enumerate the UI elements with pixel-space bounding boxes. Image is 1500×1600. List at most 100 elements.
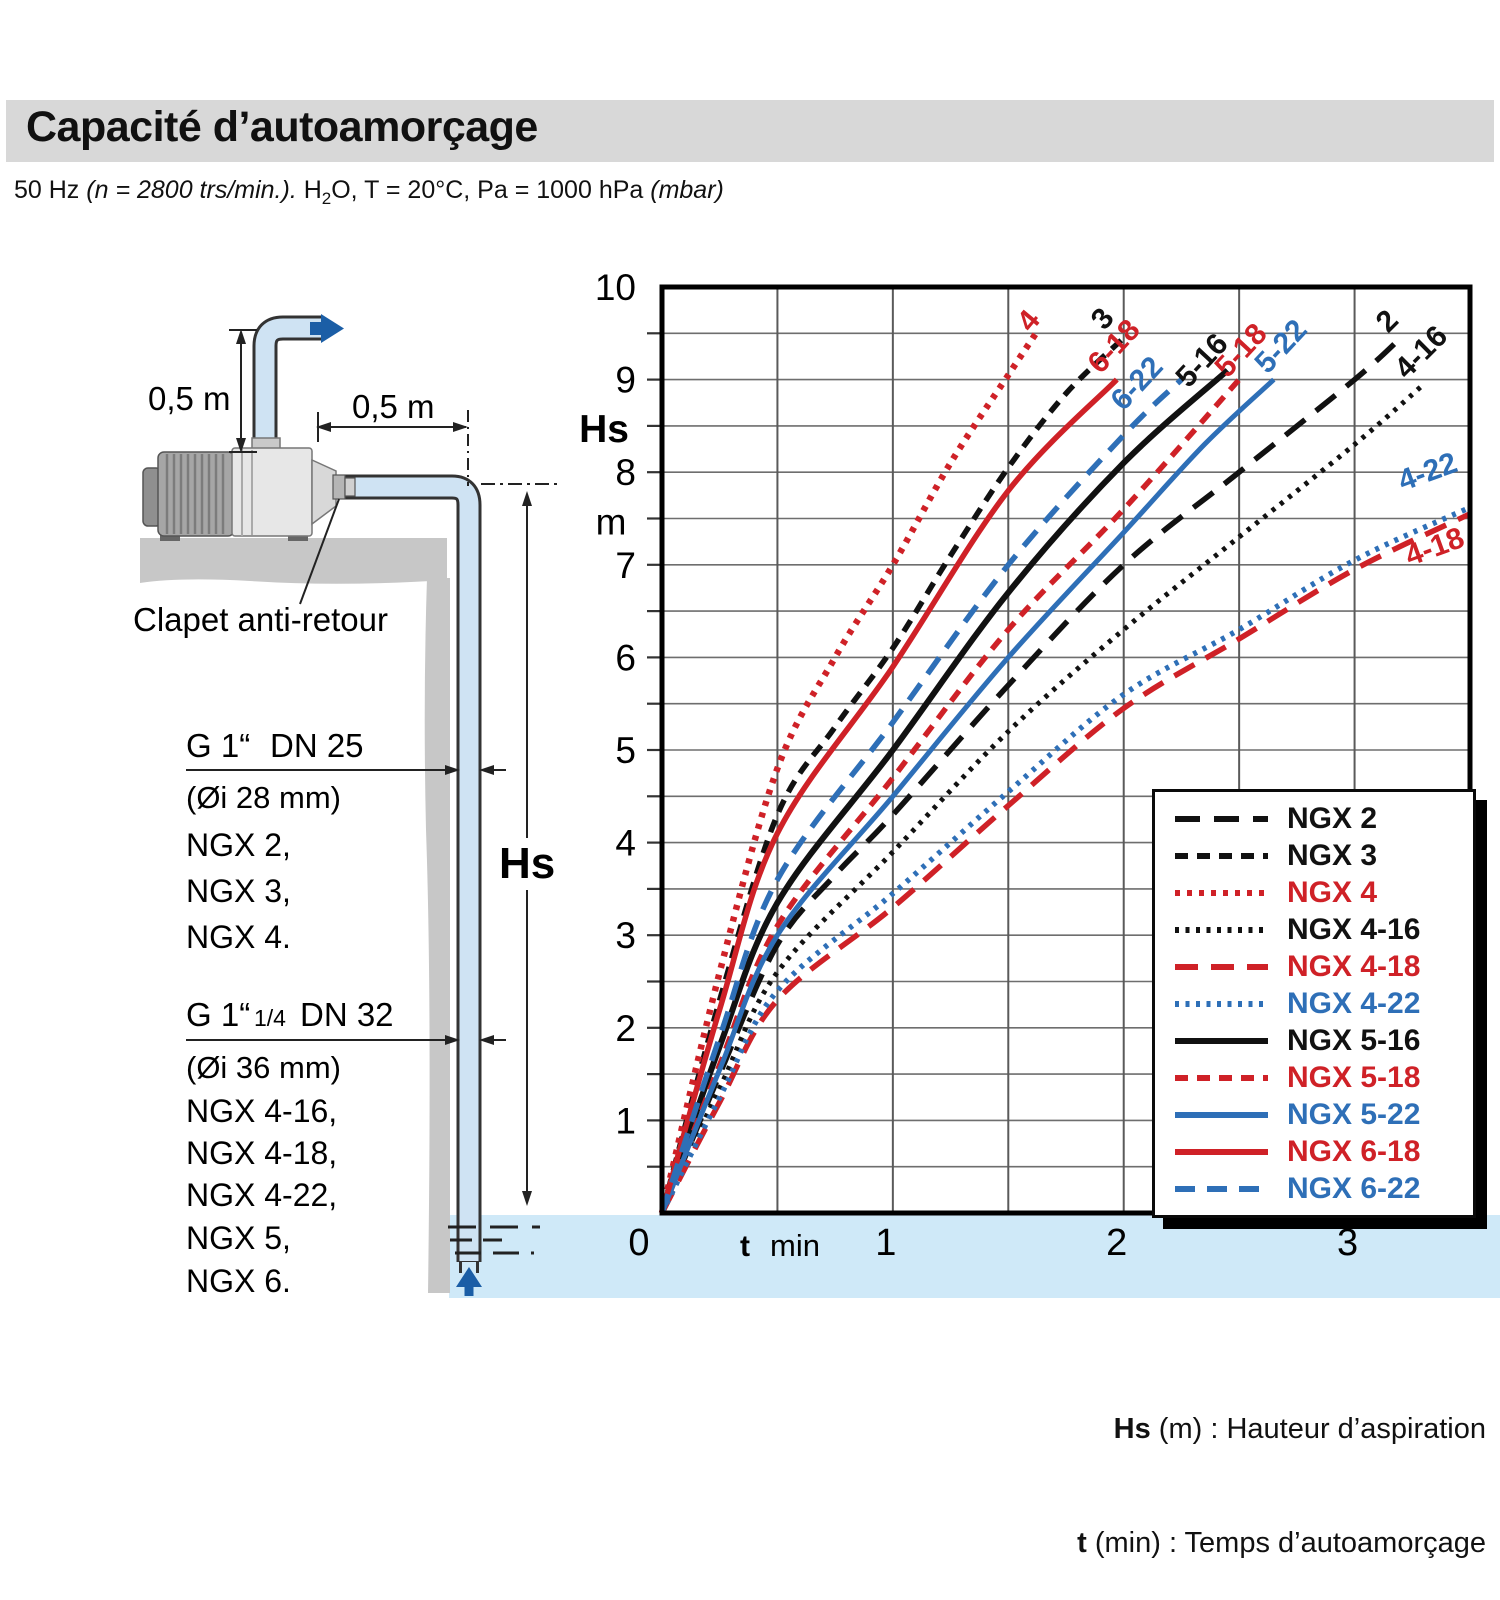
axis-caption: Hs (m) : Hauteur d’aspiration t (min) : … [1077,1334,1486,1600]
hs-dim-label: Hs [499,839,555,888]
curves [658,331,1472,1215]
ledge [140,538,447,584]
legend-line-sample [1175,1037,1268,1044]
legend-row: NGX 4-16 [1155,911,1473,948]
legend-row: NGX 4-18 [1155,948,1473,985]
curve-ngx-4-22 [659,504,1472,1215]
y-tick-label: 6 [615,637,636,678]
subtitle-speed: (n = 2800 trs/min.). [86,176,297,204]
legend-row: NGX 6-22 [1155,1170,1473,1207]
y-tick-label: 10 [595,267,636,308]
legend-label: NGX 3 [1287,838,1378,872]
pump [142,437,356,541]
conditions-subtitle: 50 Hz (n = 2800 trs/min.). H2O, T = 20°C… [14,176,724,208]
pipe1-model: NGX 4. [186,919,291,955]
dim-discharge-label: 0,5 m [148,380,231,417]
chart-legend: NGX 2 NGX 3 NGX 4 NGX 4-16 NGX 4-18 NGX 4-22 N… [1152,789,1476,1218]
curve-ngx-4-16 [659,382,1426,1215]
flow-in-arrow [456,1267,482,1296]
title-bar [6,100,1494,162]
legend-row: NGX 6-18 [1155,1133,1473,1170]
svg-text:1/4: 1/4 [254,1005,286,1031]
x-tick-label: 2 [1106,1222,1127,1264]
curve-ngx-6-18 [659,377,1119,1214]
valve-label: Clapet anti-retour [133,601,388,638]
y-axis-label: Hs [579,408,629,451]
legend-label: NGX 4 [1287,875,1378,909]
svg-text:DN 25: DN 25 [270,727,364,764]
valve-leader-line [299,498,340,605]
dimension-hs [522,491,532,1206]
dim-suction-label: 0,5 m [352,388,435,425]
water-surface-band [449,1215,1500,1298]
pipe1-inner-diameter: (Øi 28 mm) [186,780,341,815]
legend-label: NGX 6-18 [1287,1134,1421,1168]
legend-row: NGX 4-22 [1155,985,1473,1022]
y-axis-unit: m [596,502,627,543]
legend-row: NGX 5-16 [1155,1022,1473,1059]
pipe2-model: NGX 6. [186,1263,291,1299]
legend-label: NGX 4-22 [1287,986,1421,1020]
page-title: Capacité d’autoamorçage [26,103,538,151]
x-axis-unit: min [770,1228,820,1263]
subtitle-mbar: (mbar) [650,176,724,204]
legend-row: NGX 3 [1155,837,1473,874]
svg-text:DN 32: DN 32 [300,996,394,1033]
y-tick-label: 9 [615,360,636,401]
y-tick-label: 7 [615,545,636,586]
legend-row: NGX 2 [1155,800,1473,837]
y-tick-label: 2 [615,1008,636,1049]
discharge-pipe [252,315,322,448]
y-tick-label: 1 [615,1100,636,1141]
legend-line-sample [1175,1111,1268,1118]
legend-label: NGX 2 [1287,801,1378,835]
installation-diagram: 0,5 m 0,5 m Hs Clapet anti-retour G 1“ D… [133,314,562,1299]
dimension-suction [316,410,562,486]
pipe2-model: NGX 4-22, [186,1177,337,1213]
legend-line-sample [1175,852,1268,859]
legend-line-sample [1175,963,1268,970]
y-tick-label: 3 [615,915,636,956]
legend-label: NGX 5-22 [1287,1097,1421,1131]
water-surface-marks [448,1225,540,1255]
y-tick-label: 4 [615,823,636,864]
curve-ngx-5-16 [659,368,1230,1214]
legend-line-sample [1175,889,1268,896]
legend-label: NGX 5-18 [1287,1060,1421,1094]
x-axis-label: t [740,1230,750,1263]
legend-line-sample [1175,1148,1268,1155]
pipe2-callout: G 1“ 1/4 DN 32 (Øi 36 mm) NGX 4-16, NGX … [186,996,506,1299]
legend-line-sample [1175,1074,1268,1081]
pipe1-model: NGX 2, [186,827,291,863]
suction-pipe [340,474,482,1273]
y-tick-label: 8 [615,452,636,493]
check-valve [332,474,346,500]
curve-ngx-2 [659,335,1403,1215]
dimension-discharge [229,329,257,453]
pipe1-model: NGX 3, [186,873,291,909]
curve-ngx-5-22 [659,377,1276,1214]
caption-hs: Hs (m) : Hauteur d’aspiration [1113,1413,1486,1445]
caption-t: t (min) : Temps d’autoamorçage [1077,1527,1486,1559]
subtitle-frequency: 50 Hz [14,176,87,204]
pipe2-model: NGX 4-16, [186,1093,337,1129]
plot-border [659,284,1473,1216]
curve-ngx-4-18 [659,511,1472,1215]
legend-line-sample [1175,1185,1268,1192]
legend-line-sample [1175,815,1268,822]
legend-row: NGX 5-18 [1155,1059,1473,1096]
pipe2-inner-diameter: (Øi 36 mm) [186,1050,341,1085]
legend-label: NGX 5-16 [1287,1023,1421,1057]
legend-label: NGX 4-18 [1287,949,1421,983]
legend-row: NGX 5-22 [1155,1096,1473,1133]
curve-ngx-6-22 [659,377,1184,1214]
legend-line-sample [1175,1000,1268,1007]
legend-label: NGX 6-22 [1287,1171,1421,1205]
wall [424,578,450,1293]
legend-line-sample [1175,926,1268,933]
x-tick-label: 3 [1337,1222,1358,1264]
y-tick-label: 5 [615,730,636,771]
flow-out-arrow [310,314,344,343]
x-tick-label: 0 [628,1222,649,1264]
x-tick-label: 1 [875,1222,896,1264]
